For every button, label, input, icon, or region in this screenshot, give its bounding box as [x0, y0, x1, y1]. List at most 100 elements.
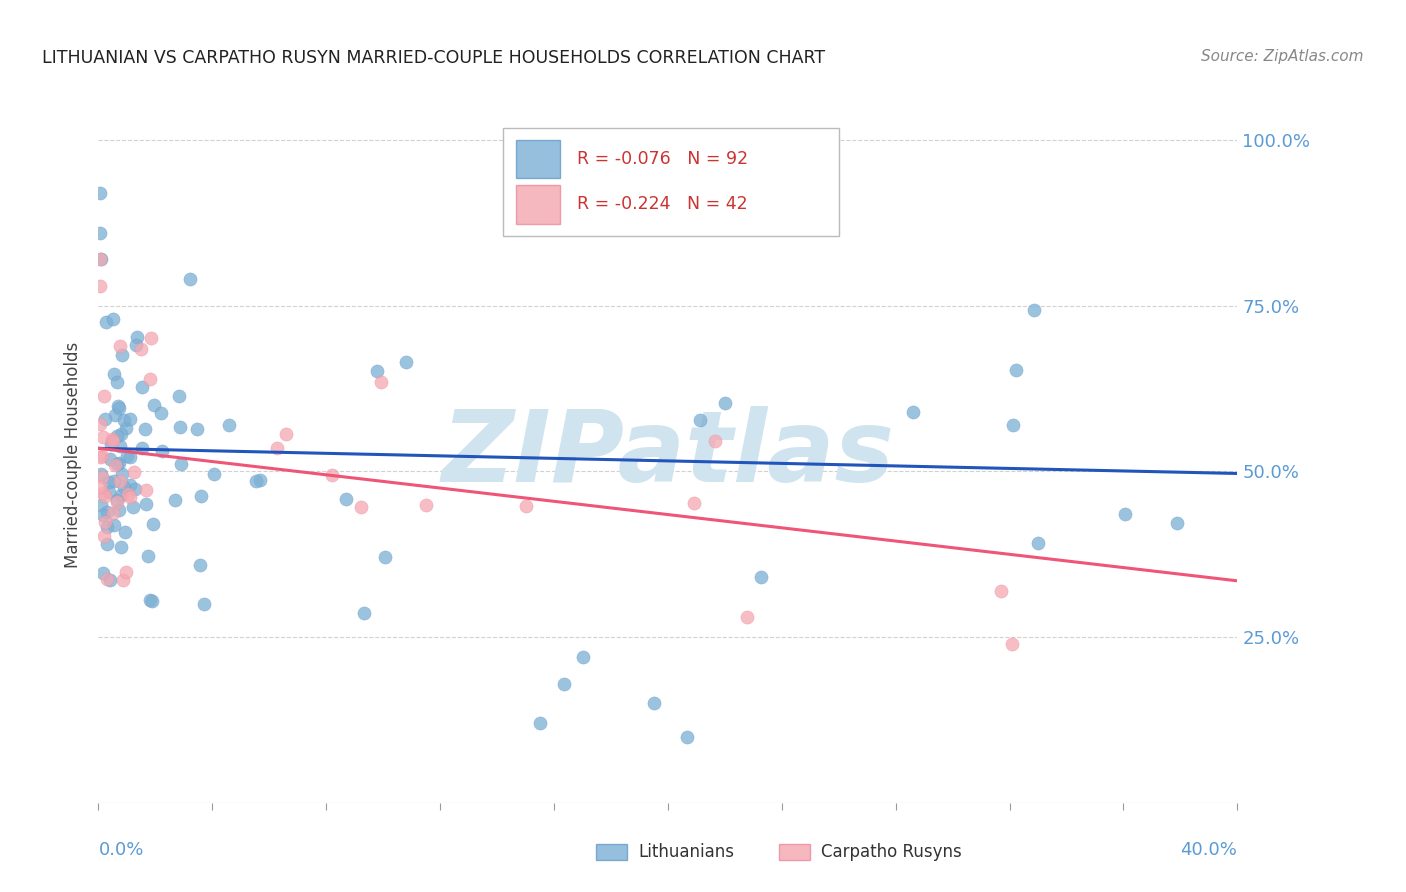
Point — [689, 413, 711, 427]
Point — [96, 572, 118, 586]
Point — [104, 408, 127, 422]
Point — [138, 372, 160, 386]
Text: R = -0.076   N = 92: R = -0.076 N = 92 — [576, 150, 748, 169]
Text: 40.0%: 40.0% — [1181, 841, 1237, 859]
Point — [121, 500, 143, 515]
Point — [110, 488, 132, 502]
Point — [142, 516, 165, 531]
Point — [103, 312, 125, 326]
FancyBboxPatch shape — [516, 186, 560, 224]
Point — [395, 355, 418, 369]
Point — [186, 421, 208, 435]
Point — [108, 439, 131, 453]
Point — [108, 456, 131, 470]
Point — [112, 573, 135, 587]
Point — [127, 329, 149, 343]
Point — [193, 597, 215, 611]
Point — [93, 389, 115, 403]
Point — [683, 496, 706, 510]
Point — [94, 515, 117, 529]
Point — [110, 427, 132, 442]
Text: 0.0%: 0.0% — [98, 841, 143, 859]
Point — [1005, 363, 1028, 377]
Point — [735, 610, 758, 624]
Point — [118, 478, 141, 492]
Text: ZIPatlas: ZIPatlas — [441, 407, 894, 503]
Point — [118, 411, 141, 425]
Point — [117, 450, 139, 464]
Point — [1166, 516, 1188, 530]
Point — [218, 418, 240, 433]
Point — [131, 441, 153, 455]
Point — [111, 348, 134, 362]
Point — [105, 494, 128, 508]
Point — [104, 458, 127, 472]
Point — [366, 364, 388, 378]
Point — [91, 485, 114, 500]
Point — [118, 490, 141, 504]
Point — [90, 470, 112, 484]
Point — [350, 500, 373, 514]
Text: Source: ZipAtlas.com: Source: ZipAtlas.com — [1201, 49, 1364, 64]
Point — [321, 468, 343, 483]
Point — [125, 338, 148, 352]
Point — [101, 432, 124, 446]
Point — [90, 467, 112, 481]
Point — [149, 406, 172, 420]
Point — [90, 498, 112, 512]
Point — [415, 499, 437, 513]
Point — [676, 730, 699, 744]
Point — [108, 401, 131, 415]
Point — [105, 375, 128, 389]
Point — [115, 565, 138, 579]
Point — [98, 452, 121, 467]
Point — [190, 489, 212, 503]
Point — [107, 428, 129, 442]
Point — [103, 368, 125, 382]
Point — [1028, 536, 1050, 550]
Point — [249, 473, 271, 487]
Point — [96, 520, 118, 534]
Point — [114, 524, 136, 539]
Point — [135, 483, 157, 497]
Point — [89, 417, 111, 432]
Y-axis label: Married-couple Households: Married-couple Households — [65, 342, 83, 568]
Point — [179, 271, 201, 285]
Point — [89, 450, 111, 464]
Point — [93, 529, 115, 543]
Point — [1001, 637, 1024, 651]
Point — [108, 502, 131, 516]
Point — [103, 518, 125, 533]
Point — [93, 489, 115, 503]
Point — [96, 315, 118, 329]
Point — [129, 342, 152, 356]
Point — [150, 444, 173, 458]
Point — [124, 483, 146, 497]
Point — [110, 541, 132, 555]
Point — [276, 427, 298, 442]
Point — [98, 475, 121, 489]
Point — [96, 505, 118, 519]
Point — [96, 537, 118, 551]
Point — [245, 474, 267, 488]
Point — [169, 389, 191, 403]
Point — [91, 566, 114, 580]
Point — [108, 474, 131, 488]
Point — [89, 186, 111, 201]
Point — [138, 549, 160, 564]
Point — [98, 485, 121, 500]
Point — [515, 499, 537, 513]
Point — [353, 607, 375, 621]
Point — [188, 558, 211, 572]
Point — [749, 570, 772, 584]
Point — [134, 422, 156, 436]
Point — [105, 457, 128, 471]
Point — [139, 592, 162, 607]
Point — [135, 496, 157, 510]
Text: Lithuanians: Lithuanians — [638, 843, 734, 861]
Point — [643, 697, 665, 711]
Point — [112, 480, 135, 494]
Point — [1024, 303, 1046, 318]
Point — [108, 339, 131, 353]
Point — [374, 550, 396, 565]
